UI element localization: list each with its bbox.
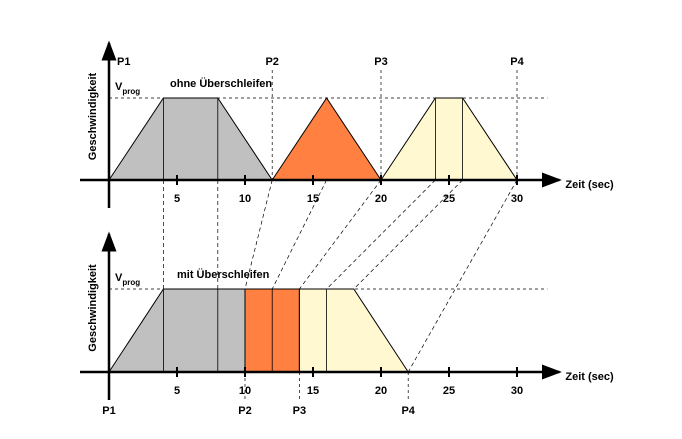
level-label-sub: prog [122, 278, 140, 287]
y-axis-label: Geschwindigkeit [87, 264, 99, 352]
x-tick-label: 5 [174, 385, 180, 397]
x-tick-label: 15 [307, 385, 319, 397]
level-label-main: V [115, 272, 123, 284]
profile-area [380, 97, 518, 181]
level-label: Vprog [115, 81, 140, 96]
connection-line [353, 179, 463, 290]
x-tick-label: 20 [375, 193, 387, 205]
marker-label: P3 [374, 56, 387, 68]
x-tick-label: 25 [443, 193, 455, 205]
profile-area [108, 288, 246, 373]
marker-label: P1 [117, 56, 130, 68]
connection-line [299, 179, 382, 290]
connection-line [271, 179, 327, 290]
marker-label: P4 [510, 56, 524, 68]
marker-label: P2 [238, 405, 251, 417]
x-tick-label: 20 [375, 385, 387, 397]
connection-line [326, 179, 436, 290]
subtitle: ohne Überschleifen [170, 77, 272, 90]
marker-label: P2 [265, 56, 278, 68]
level-label-main: V [115, 81, 123, 93]
level-label-sub: prog [122, 87, 140, 96]
profile-area [271, 97, 382, 181]
x-tick-label: 30 [511, 385, 523, 397]
profile-area [108, 97, 274, 181]
connection-line [407, 179, 518, 373]
y-axis-label: Geschwindigkeit [87, 72, 99, 160]
x-axis-label: Zeit (sec) [565, 179, 614, 191]
profile-area [298, 288, 410, 373]
marker-label: P4 [401, 405, 415, 417]
x-tick-label: 30 [511, 193, 523, 205]
x-tick-label: 15 [307, 193, 319, 205]
x-axis-label: Zeit (sec) [565, 371, 614, 383]
marker-label: P1 [102, 405, 115, 417]
subtitle: mit Überschleifen [177, 268, 270, 281]
x-tick-label: 5 [174, 193, 180, 205]
marker-label: P3 [293, 405, 306, 417]
level-label: Vprog [115, 272, 140, 287]
x-tick-label: 10 [239, 193, 251, 205]
connection-line [244, 179, 273, 290]
x-tick-label: 25 [443, 385, 455, 397]
